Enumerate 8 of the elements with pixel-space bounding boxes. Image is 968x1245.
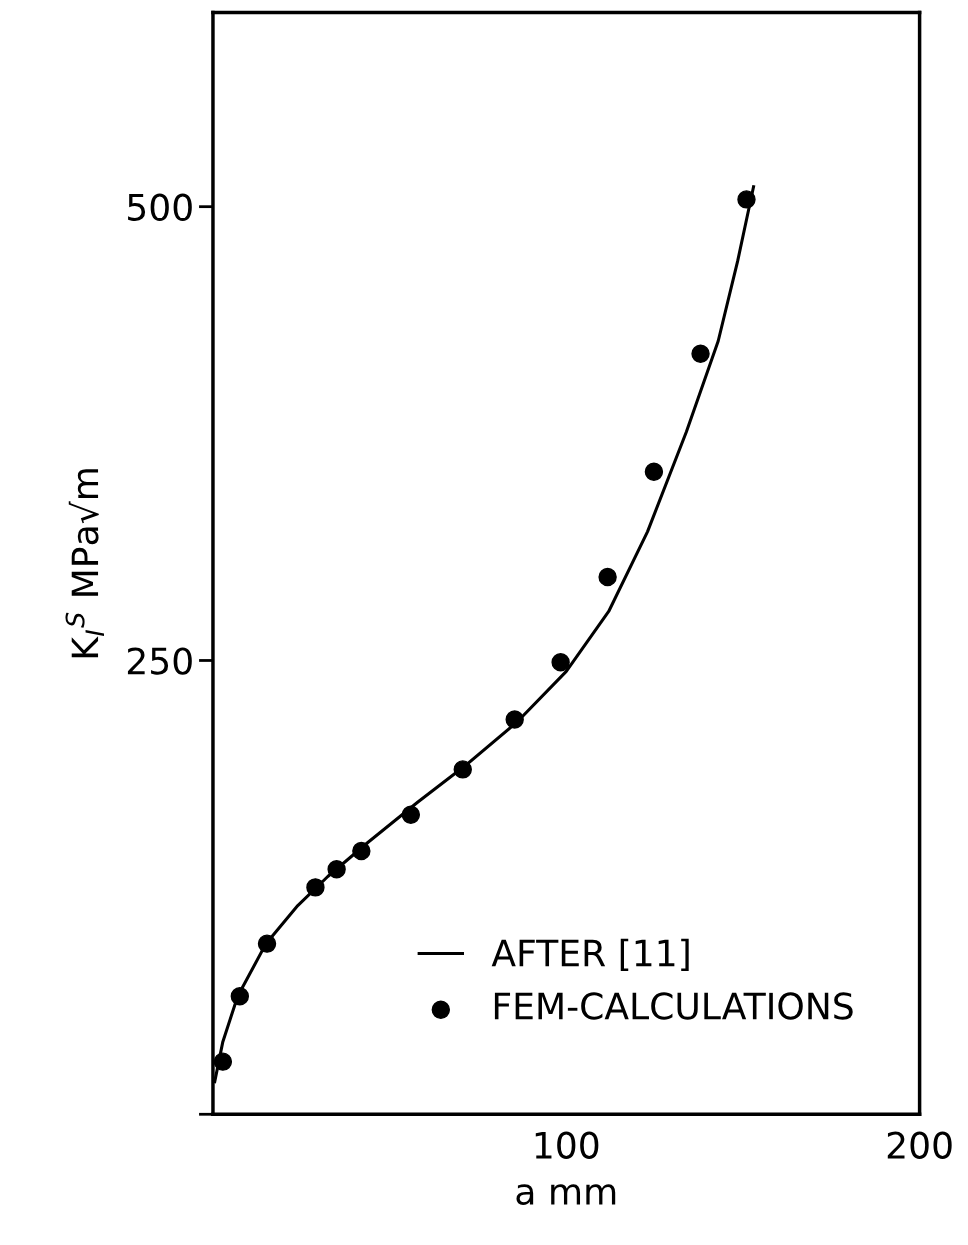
x-axis-title: a mm xyxy=(516,1184,616,1205)
legend-label: FEM-CALCULATIONS xyxy=(494,992,853,1020)
y-tick-label: 500 xyxy=(128,193,192,221)
y-tick-label: 250 xyxy=(127,647,192,675)
legend-label: AFTER [11] xyxy=(491,938,689,971)
y-axis-title: K$_{I}$$^{S}$ MPa√m xyxy=(65,469,104,658)
x-tick-label: 200 xyxy=(887,1131,952,1159)
x-tick-label: 100 xyxy=(535,1131,599,1159)
